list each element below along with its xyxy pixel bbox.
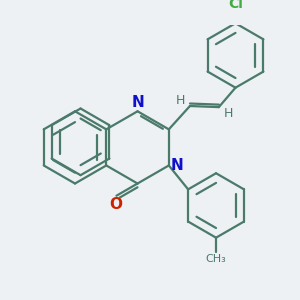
Text: N: N [131,95,144,110]
Text: CH₃: CH₃ [206,254,226,264]
Text: Cl: Cl [228,0,243,11]
Text: H: H [224,107,233,120]
Text: N: N [171,158,184,173]
Text: O: O [110,197,122,212]
Text: H: H [176,94,185,107]
